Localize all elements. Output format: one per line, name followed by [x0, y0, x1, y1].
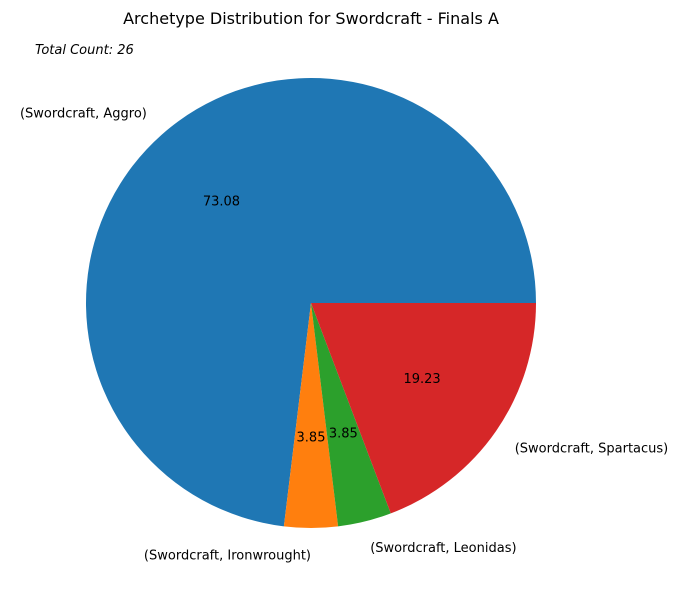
- slice-percentage-label: 3.85: [329, 427, 358, 442]
- pie-slices: [85, 78, 536, 529]
- total-count-annotation: Total Count: 26: [35, 43, 134, 58]
- slice-percentage-label: 3.85: [297, 431, 326, 446]
- pie-slice: [311, 303, 536, 514]
- slice-category-label: (Swordcraft, Spartacus): [515, 441, 669, 456]
- pie-slice: [283, 303, 339, 529]
- slice-percentage-label: 73.08: [203, 194, 240, 209]
- slice-category-label: (Swordcraft, Aggro): [20, 107, 147, 122]
- pie-slice: [311, 303, 391, 527]
- slice-category-label: (Swordcraft, Leonidas): [370, 541, 516, 556]
- pie-labels: (Swordcraft, Aggro) 73.08 (Swordcraft, Iro…: [20, 107, 668, 564]
- pie-slice: [85, 78, 536, 527]
- slice-percentage-label: 19.23: [403, 372, 440, 387]
- slice-category-label: (Swordcraft, Ironwrought): [144, 548, 311, 563]
- chart-title: Archetype Distribution for Swordcraft - …: [123, 9, 499, 28]
